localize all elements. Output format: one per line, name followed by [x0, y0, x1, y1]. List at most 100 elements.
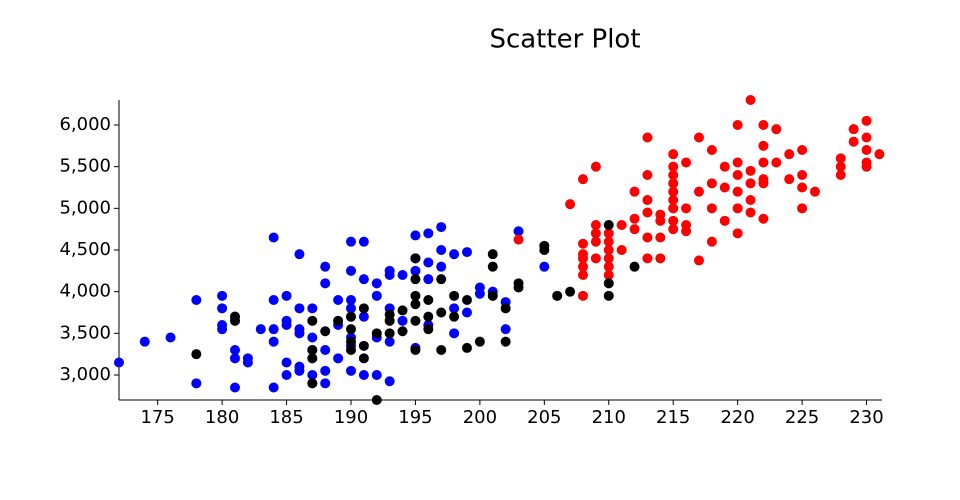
point [307, 370, 318, 380]
point [668, 161, 679, 172]
point [784, 174, 795, 185]
point [513, 282, 524, 293]
point [191, 378, 202, 389]
point [307, 332, 318, 343]
point [758, 213, 769, 224]
point [809, 186, 820, 197]
point [603, 228, 614, 239]
point [681, 203, 692, 214]
point [861, 145, 872, 155]
point [217, 324, 228, 335]
point [642, 232, 653, 243]
point [681, 157, 692, 168]
point [410, 345, 421, 355]
point [397, 315, 408, 326]
point [668, 149, 679, 160]
point [848, 124, 859, 135]
point [577, 270, 588, 280]
point [307, 303, 318, 314]
point [642, 207, 653, 218]
x-tick-label: 200 [463, 407, 497, 428]
point [436, 345, 447, 355]
point [539, 261, 550, 272]
point [745, 178, 756, 189]
point [423, 311, 434, 322]
point [590, 228, 601, 239]
point [603, 253, 614, 264]
point [487, 261, 498, 272]
point [771, 124, 782, 135]
point [449, 249, 460, 260]
point [732, 157, 743, 168]
point [732, 203, 743, 214]
point [745, 165, 756, 176]
point [345, 311, 356, 322]
point [307, 315, 318, 326]
point [436, 222, 447, 233]
point [358, 303, 369, 314]
point [603, 290, 614, 301]
point [371, 370, 382, 380]
point [345, 303, 356, 314]
x-tick-label: 215 [656, 407, 690, 428]
x-tick-label: 220 [720, 407, 754, 428]
point [358, 274, 369, 285]
point [500, 303, 511, 314]
point [835, 170, 846, 180]
point [784, 149, 795, 160]
point [320, 365, 331, 376]
point [345, 365, 356, 376]
point [191, 349, 202, 360]
point [603, 270, 614, 280]
point [552, 290, 563, 301]
point [565, 286, 576, 297]
point [861, 115, 872, 126]
point [500, 324, 511, 335]
point [358, 340, 369, 351]
point [732, 228, 743, 239]
point [371, 290, 382, 301]
point [165, 332, 176, 343]
point [732, 186, 743, 197]
point [384, 376, 395, 387]
point [874, 149, 885, 160]
point [217, 303, 228, 314]
point [320, 278, 331, 289]
y-tick-label: 3,000 [59, 364, 111, 385]
point [294, 328, 305, 339]
point [655, 215, 666, 226]
point [114, 357, 124, 368]
point [397, 326, 408, 337]
point [565, 199, 576, 210]
point [603, 278, 614, 289]
point [603, 236, 614, 247]
point [681, 226, 692, 237]
point [410, 290, 421, 301]
point [371, 278, 382, 289]
point [384, 315, 395, 326]
point [758, 178, 769, 189]
y-tick-label: 4,500 [59, 239, 111, 260]
point [449, 311, 460, 322]
point [242, 357, 253, 368]
point [616, 220, 627, 230]
point [294, 249, 305, 260]
point [732, 170, 743, 180]
point [410, 253, 421, 264]
point [668, 215, 679, 226]
point [629, 213, 640, 224]
x-tick-label: 230 [849, 407, 883, 428]
point [474, 288, 485, 299]
point [474, 336, 485, 347]
point [500, 336, 511, 347]
x-tick-label: 210 [592, 407, 626, 428]
point [629, 186, 640, 197]
point [345, 265, 356, 276]
point [410, 230, 421, 241]
point [797, 170, 808, 180]
point [758, 157, 769, 168]
point [333, 315, 344, 326]
point [835, 153, 846, 164]
point [719, 161, 730, 172]
point [590, 220, 601, 230]
